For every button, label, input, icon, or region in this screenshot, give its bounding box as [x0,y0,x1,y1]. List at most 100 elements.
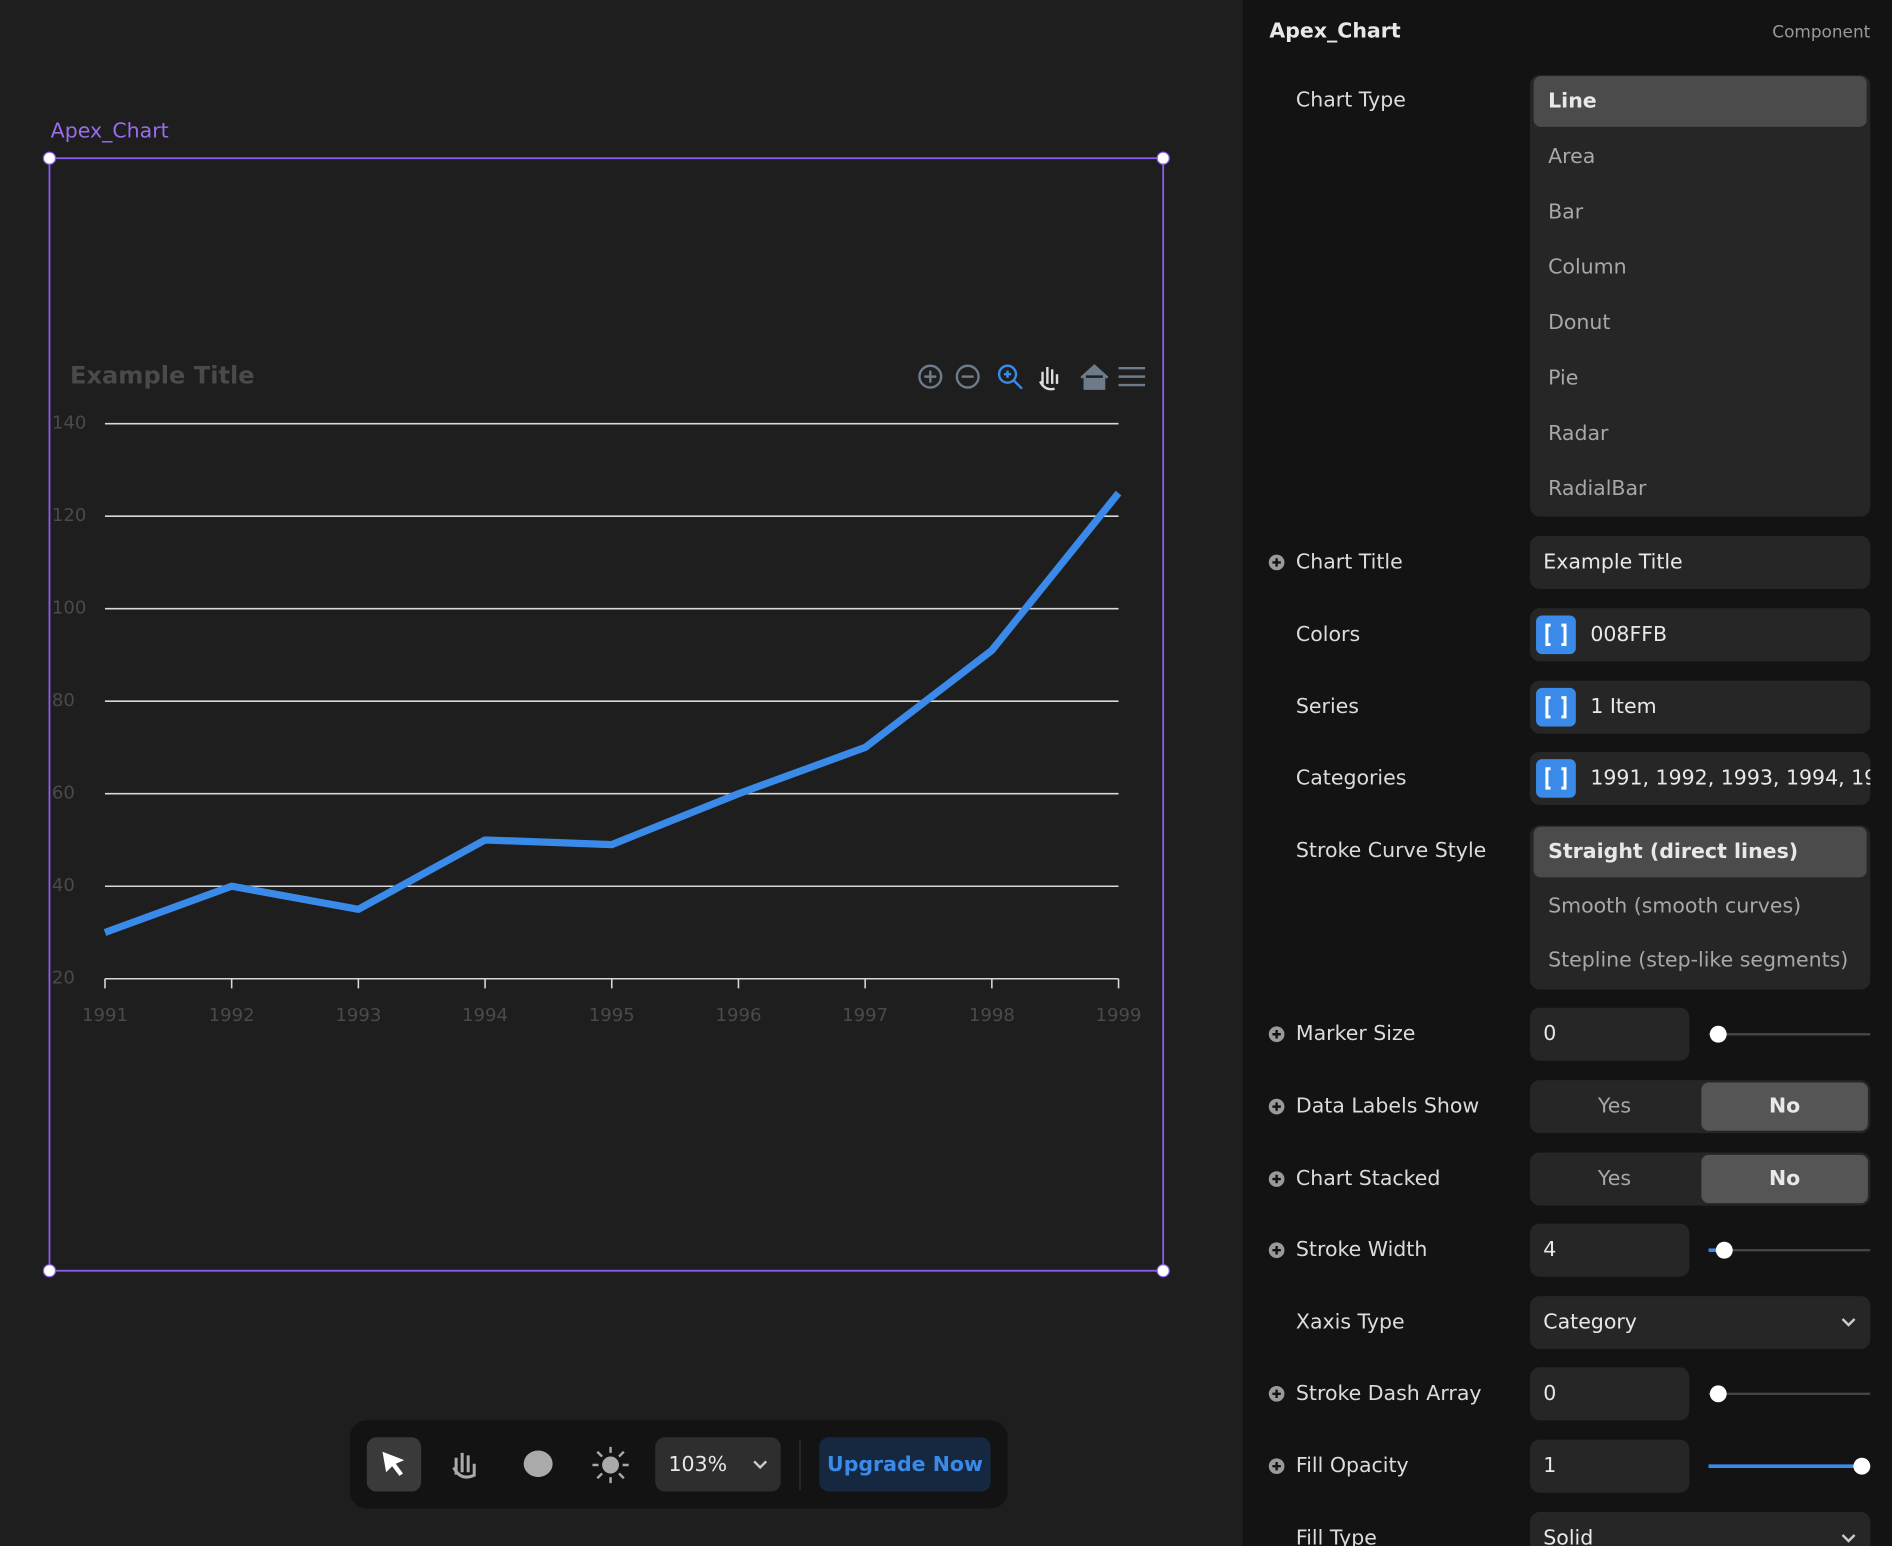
input[interactable] [1530,1439,1690,1493]
input-value: 0 [1543,1021,1556,1045]
input[interactable] [1530,680,1871,734]
toggle-option[interactable]: No [1769,1094,1800,1118]
upgrade-button[interactable] [819,1437,991,1492]
option-list [1530,74,1871,517]
option[interactable]: Smooth (smooth curves) [1548,893,1801,917]
handles [42,151,1170,1278]
slider-thumb[interactable] [1853,1457,1871,1475]
x-tick-label: 1998 [969,1005,1015,1026]
zoom-value: 103% [668,1452,727,1476]
option[interactable]: Column [1548,255,1627,279]
option[interactable]: Straight (direct lines) [1548,839,1798,863]
input-value: 4 [1543,1237,1556,1261]
property-label: Colors [1296,622,1360,646]
property-label: Chart Stacked [1296,1166,1441,1190]
input[interactable] [1530,535,1871,589]
y-tick-label: 140 [52,413,87,434]
input[interactable] [1530,1296,1871,1350]
input-value: 0 [1543,1381,1556,1405]
chevron [1841,1534,1856,1543]
add-icon-plus [1272,1389,1281,1399]
property-label: Fill Opacity [1296,1453,1409,1477]
array-brackets [1545,696,1567,719]
option[interactable]: Bar [1548,199,1584,223]
y-tick-label: 100 [52,598,87,619]
x-tick-label: 1996 [715,1005,761,1026]
input-value: 1991, 1992, 1993, 1994, 1995 [1590,765,1892,789]
series-line [103,490,1122,936]
frame-label[interactable]: Apex_Chart [51,119,169,144]
y-tick-label: 120 [52,505,87,526]
property-label: Series [1296,694,1359,718]
property-label: Stroke Curve Style [1296,838,1486,862]
input-value: Example Title [1543,549,1682,573]
option[interactable]: Stepline (step-like segments) [1548,948,1848,972]
chart-tools[interactable] [918,364,1146,391]
add-icon-plus [1272,1246,1281,1255]
input-value: Category [1543,1310,1637,1334]
toggle-option[interactable]: Yes [1597,1166,1631,1190]
property-label: Stroke Dash Array [1296,1381,1482,1405]
add-icon-plus [1272,1030,1281,1039]
array-brackets [1545,767,1567,790]
x-tick-label: 1994 [462,1005,508,1026]
array-icon [1536,759,1576,798]
option[interactable]: Line [1548,89,1597,113]
x-tick-label: 1992 [209,1005,255,1026]
toggle-option[interactable]: Yes [1597,1094,1631,1118]
option[interactable]: Pie [1548,365,1578,389]
property-label: Chart Title [1296,549,1403,573]
property-label: Chart Type [1296,87,1406,111]
y-tick-label: 60 [52,783,75,804]
toggle-option[interactable]: No [1769,1166,1800,1190]
x-tick-label: 1991 [82,1005,128,1026]
x-tick-label: 1999 [1096,1005,1142,1026]
slider-thumb[interactable] [1709,1385,1727,1403]
array-icon [1536,615,1576,655]
hand-tool[interactable] [452,1452,477,1479]
property-label: Fill Type [1296,1526,1377,1546]
pointer-icon [382,1451,405,1476]
upgrade-text: Upgrade Now [827,1452,983,1476]
property-label: Data Labels Show [1296,1094,1479,1118]
canvas [0,0,1243,1546]
y-tick-label: 40 [52,875,75,896]
option[interactable]: Radar [1548,421,1609,445]
panel-title: Apex_Chart [1269,19,1400,43]
comment-tool[interactable] [523,1450,553,1478]
toggle-selected [1701,1082,1868,1131]
slider-thumb[interactable] [1709,1025,1727,1043]
array-icon [1536,687,1576,727]
option[interactable]: RadialBar [1548,476,1647,500]
input[interactable] [1530,1223,1690,1277]
property-label: Categories [1296,765,1407,789]
input[interactable] [1530,608,1871,662]
option[interactable]: Area [1548,144,1595,168]
property-label: Marker Size [1296,1021,1415,1045]
x-tick-label: 1997 [842,1005,888,1026]
array-brackets [1545,623,1567,647]
input-value: 008FFB [1590,622,1667,646]
panel-kind: Component [1772,22,1870,42]
add-icon-plus [1272,1174,1281,1184]
slider-thumb[interactable] [1715,1241,1733,1259]
option-selected [1533,76,1867,127]
option-selected [1533,826,1867,878]
y-tick-label: 20 [52,968,75,989]
chart-title: Example Title [70,362,255,390]
input[interactable] [1530,1007,1690,1061]
add-icon-plus [1272,1461,1281,1471]
input[interactable] [1530,751,1871,805]
option[interactable]: Donut [1548,310,1610,334]
property-label: Stroke Width [1296,1237,1427,1261]
input-value: 1 [1543,1453,1556,1477]
zoom-select[interactable] [655,1437,781,1492]
theme-tool[interactable] [592,1446,629,1484]
x-tick-label: 1995 [589,1005,635,1026]
input[interactable] [1530,1367,1690,1421]
input[interactable] [1530,1512,1871,1546]
input-value: Solid [1543,1526,1593,1546]
add-icon-plus [1272,558,1281,567]
selection-frame[interactable] [48,157,1165,1272]
